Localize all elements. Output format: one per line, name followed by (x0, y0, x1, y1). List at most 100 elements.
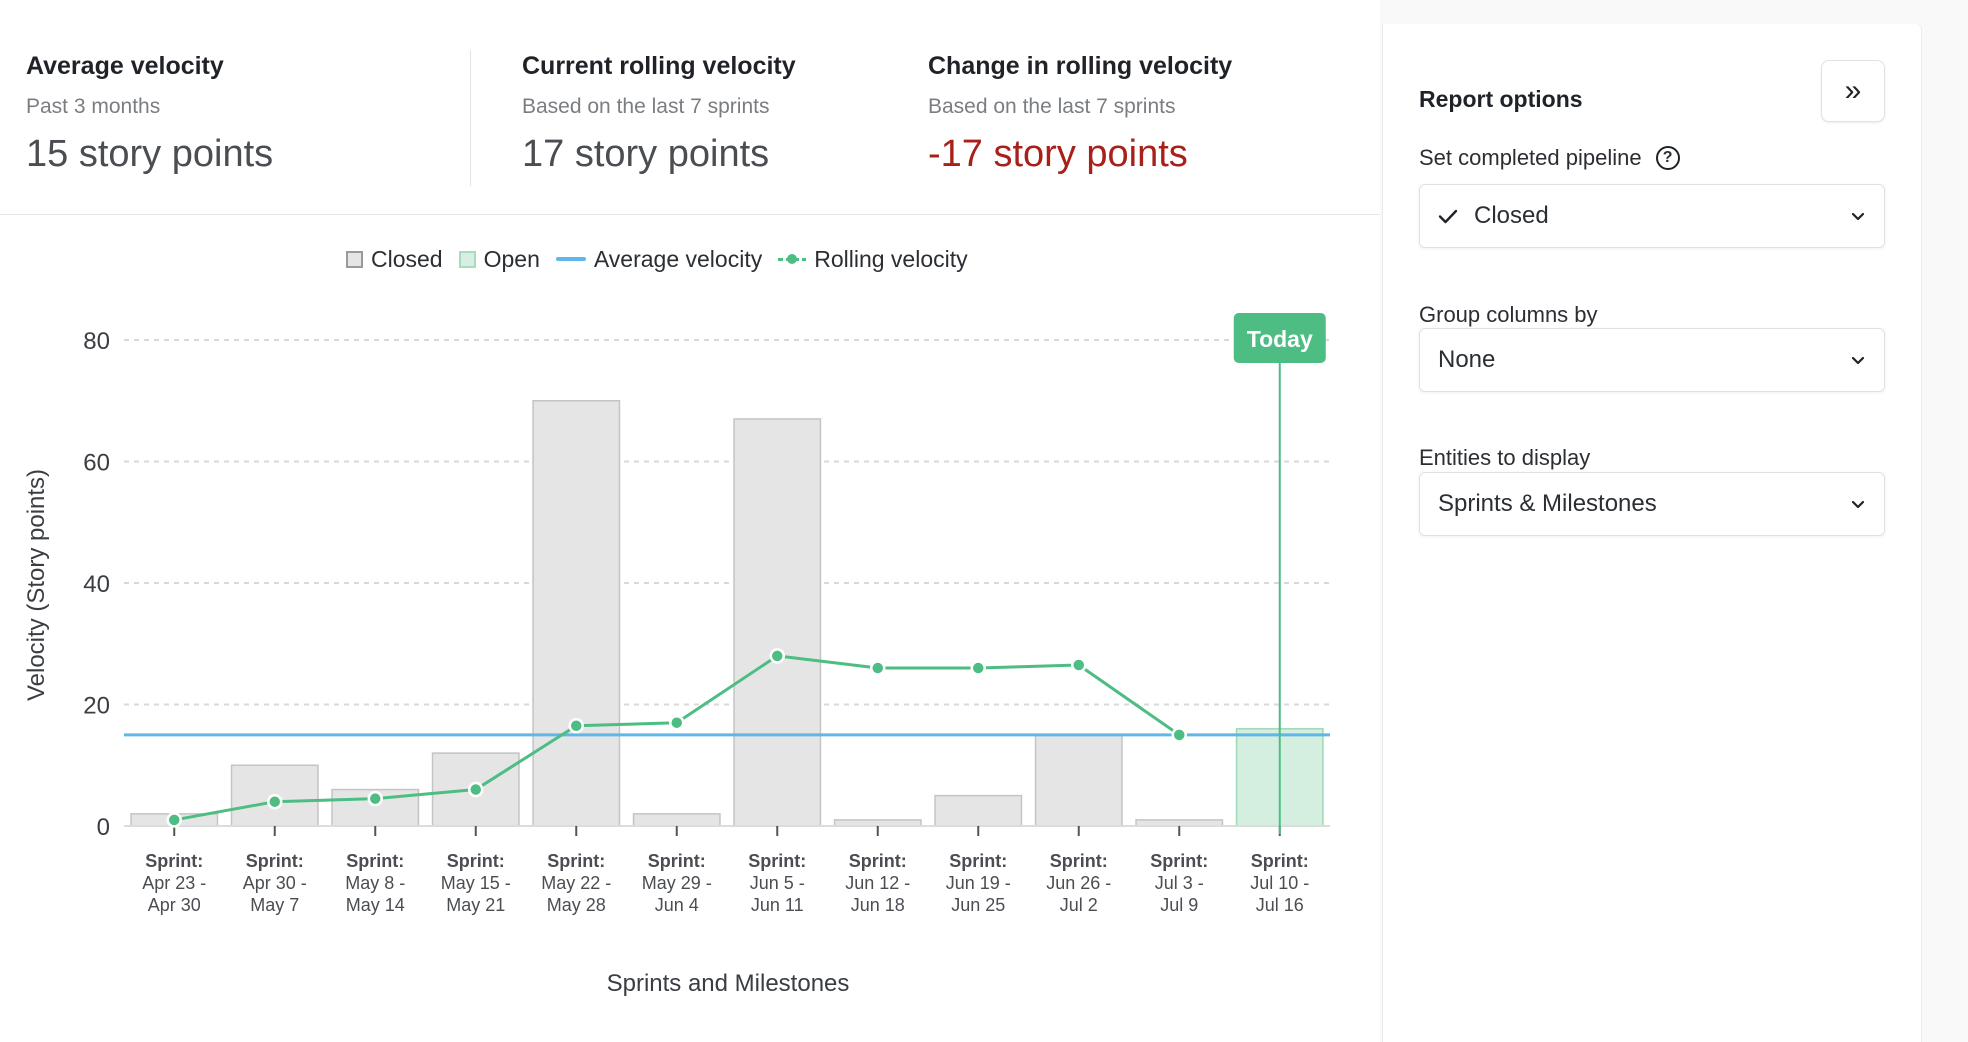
rolling-velocity-point (367, 790, 383, 807)
rolling-velocity-point (970, 660, 986, 676)
bar-closed (934, 794, 1023, 827)
x-tick-label: Sprint: (1251, 851, 1309, 871)
x-tick-label: Jun 18 (851, 895, 905, 915)
rolling-velocity-point (166, 812, 182, 828)
x-tick-label: Jul 10 - (1250, 873, 1309, 893)
bar-closed (532, 400, 621, 827)
legend-item-open[interactable]: Open (458, 245, 540, 273)
stat-value: -17 story points (928, 133, 1188, 175)
stat-title: Average velocity (26, 52, 224, 80)
x-tick-label: May 29 - (642, 873, 712, 893)
chevron-down-icon (1850, 496, 1866, 512)
stat-divider (470, 50, 471, 186)
legend-swatch-rolling (778, 253, 807, 265)
x-tick-label: Apr 30 (148, 895, 201, 915)
stat-subtitle: Past 3 months (26, 95, 161, 118)
pipeline-field-label: Set completed pipeline ? (1419, 145, 1680, 171)
x-tick-label: May 28 (547, 895, 606, 915)
x-tick-label: Jun 5 - (750, 873, 805, 893)
y-tick-label: 60 (83, 450, 110, 477)
rolling-velocity-point (267, 793, 283, 810)
legend-item-rolling-velocity[interactable]: Rolling velocity (778, 245, 968, 273)
legend-label: Average velocity (593, 245, 763, 272)
legend-swatch-closed (346, 250, 363, 268)
velocity-chart: 0 20 40 60 80 Sprint: Apr 23 - Apr 30 Sprint: Apr… (0, 214, 1380, 1042)
help-icon[interactable]: ? (1655, 146, 1680, 170)
stat-subtitle: Based on the last 7 sprints (928, 95, 1176, 118)
x-tick-label: Apr 30 - (243, 873, 307, 893)
bar-closed (1034, 734, 1123, 827)
bar-closed (733, 418, 822, 827)
x-tick-label: Sprint: (145, 851, 203, 871)
y-tick-label: 0 (97, 814, 110, 841)
report-options-panel: Report options » Set completed pipeline … (1382, 24, 1922, 1042)
entities-field-label: Entities to display (1419, 445, 1590, 471)
x-tick-label: Jul 16 (1256, 895, 1304, 915)
legend-swatch-average (555, 257, 586, 261)
check-icon (1438, 206, 1458, 226)
bar-closed (632, 813, 721, 827)
x-tick-label: Apr 23 - (142, 873, 206, 893)
rolling-velocity-point (769, 648, 785, 664)
rolling-velocity-point (1171, 727, 1187, 743)
pipeline-select-value: Closed (1474, 202, 1549, 229)
stat-subtitle: Based on the last 7 sprints (522, 95, 770, 118)
x-tick-label: Jun 19 - (946, 873, 1011, 893)
legend-item-average-velocity[interactable]: Average velocity (555, 245, 763, 273)
y-tick-label: 40 (83, 571, 110, 598)
legend-item-closed[interactable]: Closed (346, 246, 443, 273)
rolling-velocity-point (870, 660, 886, 676)
x-tick-label: Jun 4 (655, 895, 699, 915)
rolling-velocity-point (1071, 657, 1087, 673)
group-columns-select[interactable]: None (1419, 328, 1885, 392)
x-tick-label: Jul 3 - (1155, 873, 1204, 893)
x-tick-label: Sprint: (949, 851, 1007, 871)
rolling-velocity-point (568, 718, 584, 734)
rolling-velocity-point (468, 781, 484, 798)
legend-swatch-open (458, 250, 476, 268)
chevron-down-icon (1850, 352, 1866, 368)
chevron-down-icon (1850, 208, 1866, 224)
today-marker-badge (1233, 313, 1326, 363)
chart-legend: Closed Open Average velocity Rolling vel… (346, 244, 968, 274)
x-tick-label: Jun 25 (951, 895, 1005, 915)
pipeline-label-text: Set completed pipeline (1419, 145, 1642, 170)
x-tick-label: May 14 (346, 895, 405, 915)
x-tick-label: Sprint: (648, 851, 706, 871)
stat-change-rolling-velocity: Change in rolling velocity Based on the … (928, 52, 1232, 176)
rolling-velocity-point (669, 714, 685, 731)
x-tick-label: Sprint: (346, 851, 404, 871)
today-marker-label: Today (1247, 326, 1313, 352)
x-tick-label: Jul 2 (1060, 895, 1098, 915)
legend-label: Rolling velocity (814, 245, 968, 272)
group-select-value: None (1438, 346, 1496, 373)
y-tick-label: 80 (83, 328, 110, 355)
rolling-velocity-line (173, 654, 1181, 822)
x-tick-label: Jun 26 - (1046, 873, 1111, 893)
stat-current-rolling-velocity: Current rolling velocity Based on the la… (522, 52, 796, 176)
x-tick-label: May 7 (250, 895, 299, 915)
y-axis-title: Velocity (Story points) (23, 469, 50, 701)
x-tick-label: Sprint: (246, 851, 304, 871)
x-tick-label: Sprint: (447, 851, 505, 871)
collapse-panel-button[interactable]: » (1821, 60, 1885, 122)
y-tick-label: 20 (83, 693, 110, 720)
entities-select-value: Sprints & Milestones (1438, 490, 1657, 517)
stat-value: 17 story points (522, 133, 770, 175)
x-tick-label: Sprint: (1050, 851, 1108, 871)
stat-value: 15 story points (26, 133, 274, 175)
x-tick-label: Sprint: (849, 851, 907, 871)
entities-select[interactable]: Sprints & Milestones (1419, 472, 1885, 536)
stats-row: Average velocity Past 3 months 15 story … (0, 0, 1380, 215)
x-tick-label: May 8 - (345, 873, 405, 893)
x-tick-label: Sprint: (547, 851, 605, 871)
group-label-text: Group columns by (1419, 302, 1598, 327)
completed-pipeline-select[interactable]: Closed (1419, 184, 1885, 248)
stat-title: Current rolling velocity (522, 52, 796, 80)
velocity-report-main: Average velocity Past 3 months 15 story … (0, 0, 1380, 1042)
stat-average-velocity: Average velocity Past 3 months 15 story … (26, 52, 273, 176)
x-tick-label: Jun 12 - (845, 873, 910, 893)
x-tick-label: Jul 9 (1160, 895, 1198, 915)
legend-label: Open (483, 245, 540, 272)
x-tick-label: May 22 - (541, 873, 611, 893)
